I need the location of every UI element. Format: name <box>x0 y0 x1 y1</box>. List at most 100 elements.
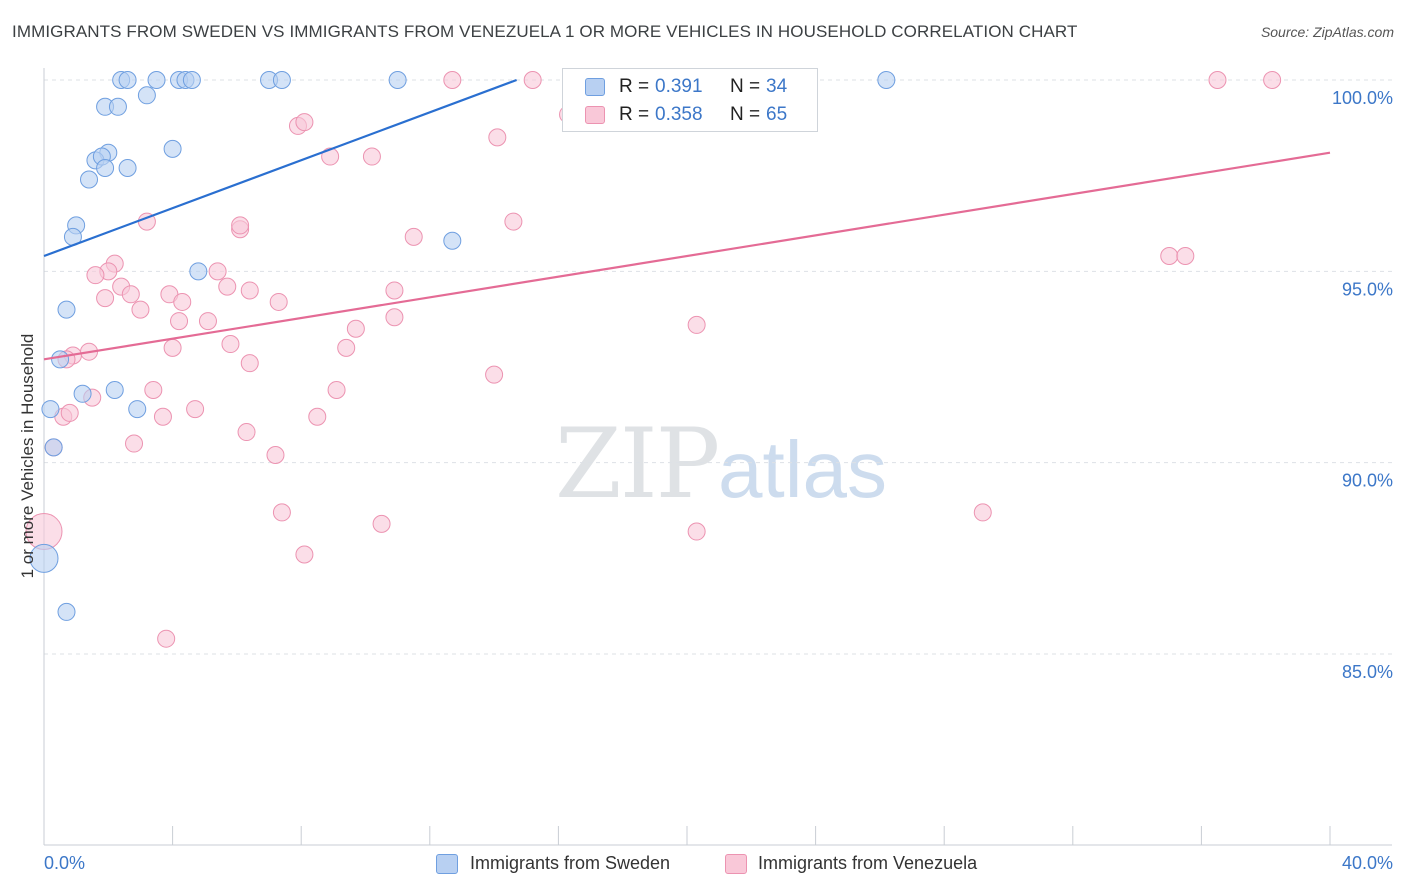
venezuela-point <box>327 380 346 399</box>
venezuela-point <box>523 71 542 89</box>
venezuela-point <box>163 338 182 357</box>
sweden-point <box>41 400 60 419</box>
venezuela-point <box>362 147 381 166</box>
venezuela-point <box>321 147 340 166</box>
sweden-point <box>29 543 59 573</box>
venezuela-point <box>269 292 288 311</box>
sweden-point <box>388 71 407 89</box>
sweden-n-label: N = <box>730 76 761 97</box>
watermark-atlas: atlas <box>718 425 887 514</box>
legend-venezuela-label: Immigrants from Venezuela <box>758 853 978 873</box>
venezuela-point <box>237 423 256 442</box>
y-tick-label: 90.0% <box>1342 471 1393 491</box>
venezuela-point <box>121 285 140 304</box>
sweden-r-value: 0.391 <box>655 76 703 97</box>
legend-sweden-label: Immigrants from Sweden <box>470 853 671 873</box>
venezuela-point <box>86 266 105 285</box>
venezuela-point <box>488 128 507 147</box>
venezuela-point <box>173 292 192 311</box>
sweden-point <box>118 159 137 178</box>
bottom-legend: Immigrants from Sweden Immigrants from V… <box>0 852 1406 878</box>
venezuela-point <box>153 407 172 426</box>
venezuela-point <box>272 503 291 522</box>
stats-legend: R = 0.391 N = 34 R = 0.358 N = 65 <box>562 68 818 132</box>
axes <box>43 68 1392 846</box>
x-tick-label-min: 0.0% <box>44 853 85 873</box>
y-tick-label: 85.0% <box>1342 662 1393 682</box>
trend-lines <box>43 78 1331 361</box>
venezuela-point <box>443 71 462 89</box>
venezuela-point <box>221 335 240 354</box>
sweden-point <box>877 71 896 89</box>
venezuela-point <box>504 212 523 231</box>
sweden-point <box>96 159 115 178</box>
venezuela-point <box>60 403 79 422</box>
venezuela-point <box>308 407 327 426</box>
x-tick-label-max: 40.0% <box>1342 853 1393 873</box>
sweden-point <box>73 384 92 403</box>
venezuela-point <box>385 281 404 300</box>
sweden-point <box>44 438 63 457</box>
stats-row-sweden: R = 0.391 N = 34 <box>563 72 817 102</box>
sweden-point <box>189 262 208 281</box>
venezuela-r-label: R = <box>619 104 650 125</box>
venezuela-swatch <box>585 106 605 124</box>
venezuela-point <box>372 514 391 533</box>
sweden-point <box>163 139 182 158</box>
venezuela-point <box>125 434 144 453</box>
venezuela-point <box>687 315 706 334</box>
venezuela-point <box>198 312 217 331</box>
sweden-points <box>29 71 896 621</box>
sweden-point <box>57 602 76 621</box>
sweden-n-value: 34 <box>766 76 788 97</box>
venezuela-point <box>1160 247 1179 266</box>
venezuela-trend-line <box>43 151 1331 361</box>
venezuela-point <box>96 289 115 308</box>
venezuela-points <box>25 71 1282 648</box>
venezuela-point <box>240 354 259 373</box>
sweden-point <box>51 350 70 369</box>
venezuela-point <box>385 308 404 327</box>
venezuela-point <box>240 281 259 300</box>
venezuela-n-label: N = <box>730 104 761 125</box>
venezuela-point <box>485 365 504 384</box>
sweden-point <box>105 380 124 399</box>
venezuela-n-value: 65 <box>766 104 788 125</box>
sweden-point <box>443 231 462 250</box>
sweden-point <box>80 170 99 189</box>
legend-sweden-swatch <box>436 854 458 874</box>
sweden-swatch <box>585 78 605 96</box>
sweden-point <box>108 97 127 116</box>
source-label: Source: ZipAtlas.com <box>1260 24 1394 40</box>
venezuela-point <box>1263 71 1282 89</box>
sweden-point <box>137 86 156 105</box>
sweden-point <box>147 71 166 89</box>
venezuela-point <box>266 446 285 465</box>
venezuela-point <box>144 380 163 399</box>
venezuela-r-value: 0.358 <box>655 104 703 125</box>
venezuela-point <box>973 503 992 522</box>
sweden-point <box>182 71 201 89</box>
watermark-zip: ZIP <box>555 408 720 520</box>
venezuela-point <box>295 545 314 564</box>
venezuela-point <box>404 227 423 246</box>
sweden-trend-line <box>43 78 517 258</box>
legend-venezuela-swatch <box>725 854 747 874</box>
venezuela-point <box>157 629 176 648</box>
y-tick-label: 95.0% <box>1342 279 1393 299</box>
chart-title: IMMIGRANTS FROM SWEDEN VS IMMIGRANTS FRO… <box>12 22 1078 41</box>
venezuela-point <box>687 522 706 541</box>
venezuela-point <box>218 277 237 296</box>
y-axis-label: 1 or more Vehicles in Household <box>18 334 37 579</box>
venezuela-point <box>186 400 205 419</box>
sweden-r-label: R = <box>619 76 650 97</box>
venezuela-point <box>337 338 356 357</box>
y-tick-label: 100.0% <box>1332 88 1393 108</box>
venezuela-point <box>295 113 314 132</box>
venezuela-point <box>131 300 150 319</box>
sweden-point <box>128 400 147 419</box>
venezuela-point <box>1176 247 1195 266</box>
stats-row-venezuela: R = 0.358 N = 65 <box>563 100 817 130</box>
sweden-point <box>57 300 76 319</box>
